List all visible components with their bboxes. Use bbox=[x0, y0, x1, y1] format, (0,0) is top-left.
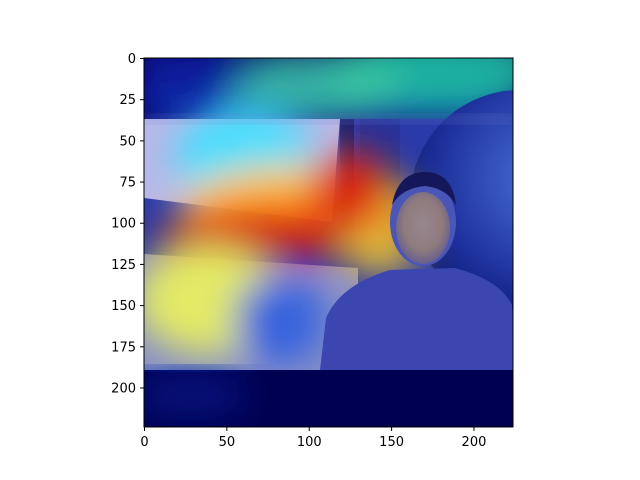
y-tick-label: 50 bbox=[119, 134, 136, 149]
y-tick-label: 75 bbox=[119, 176, 136, 191]
x-tick-label: 200 bbox=[462, 435, 487, 450]
heatmap-image bbox=[144, 58, 513, 427]
y-tick-label: 150 bbox=[111, 299, 136, 314]
person-silhouette bbox=[320, 172, 513, 370]
y-tick-label: 175 bbox=[111, 340, 136, 355]
y-tick-label: 200 bbox=[111, 381, 136, 396]
y-tick-label: 25 bbox=[119, 93, 136, 108]
x-tick-label: 100 bbox=[297, 435, 322, 450]
axes-frame bbox=[143, 57, 514, 428]
y-tick-label: 100 bbox=[111, 217, 136, 232]
x-tick-label: 50 bbox=[219, 435, 236, 450]
x-tick-label: 150 bbox=[379, 435, 404, 450]
y-tick-label: 0 bbox=[128, 52, 136, 67]
y-tick-label: 125 bbox=[111, 258, 136, 273]
x-tick-label: 0 bbox=[140, 435, 148, 450]
